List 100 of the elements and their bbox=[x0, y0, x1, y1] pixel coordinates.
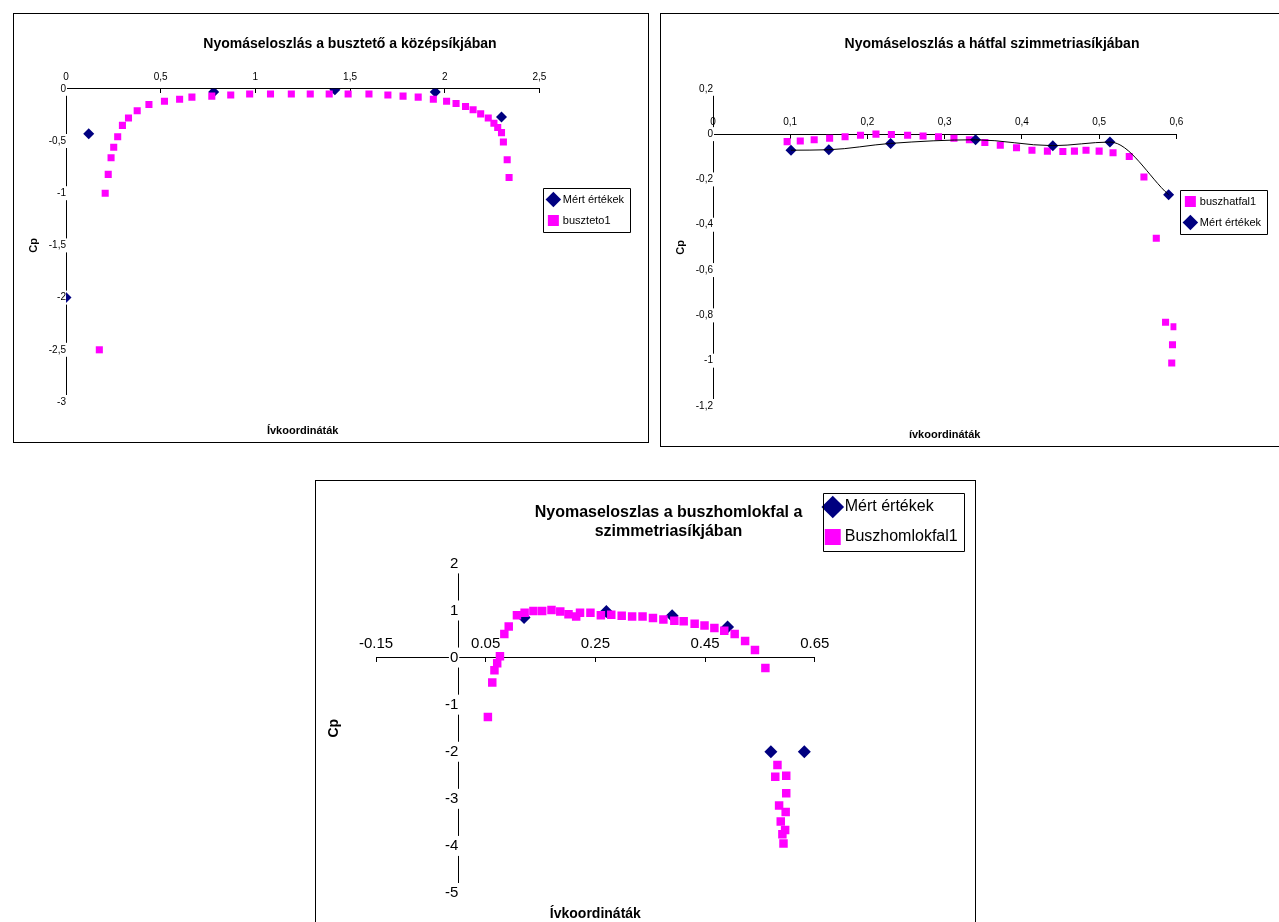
point bbox=[503, 156, 511, 164]
point bbox=[627, 612, 637, 621]
x-tick-label: -0.15 bbox=[358, 633, 394, 651]
point bbox=[700, 621, 709, 630]
y-tick-label: -0,5 bbox=[48, 134, 67, 146]
point bbox=[996, 141, 1004, 149]
point bbox=[564, 610, 573, 619]
point bbox=[781, 807, 790, 817]
y-tick-label: -1,5 bbox=[48, 239, 67, 251]
point bbox=[497, 129, 506, 137]
x-tick-label: 0,5 bbox=[1092, 115, 1107, 127]
x-axis-title: Ívkoordináták bbox=[549, 904, 642, 921]
y-tick-label: -4 bbox=[444, 836, 459, 854]
point bbox=[659, 615, 668, 624]
point bbox=[484, 114, 492, 122]
point bbox=[101, 189, 109, 197]
point bbox=[919, 132, 927, 140]
x-tick-label: 1 bbox=[252, 70, 259, 82]
legend-label: Mért értékek bbox=[844, 497, 935, 515]
point bbox=[452, 99, 460, 107]
point bbox=[429, 95, 437, 103]
point bbox=[872, 130, 880, 138]
x-tick-label: 2,5 bbox=[532, 70, 547, 82]
y-tick-label: -3 bbox=[444, 788, 459, 806]
point bbox=[505, 174, 513, 182]
y-tick-label: 0,2 bbox=[699, 82, 714, 94]
point bbox=[773, 760, 782, 770]
point bbox=[145, 100, 153, 108]
point bbox=[488, 678, 497, 687]
y-tick-label: -2 bbox=[444, 741, 459, 759]
point bbox=[133, 107, 141, 115]
y-tick-label: -1,2 bbox=[695, 399, 714, 411]
point bbox=[325, 90, 333, 98]
point bbox=[771, 772, 780, 781]
point bbox=[779, 839, 788, 848]
y-tick-label: 0 bbox=[449, 647, 459, 665]
legend-label: Buszhomlokfal1 bbox=[844, 527, 958, 545]
x-tick-label: 0.45 bbox=[690, 633, 720, 651]
y-tick-label: -0,2 bbox=[695, 173, 714, 185]
y-tick-label: -0,8 bbox=[695, 309, 714, 321]
point bbox=[1168, 341, 1177, 349]
point bbox=[429, 88, 441, 98]
point bbox=[607, 610, 616, 619]
point bbox=[1163, 189, 1175, 201]
point bbox=[1162, 318, 1170, 326]
point bbox=[499, 138, 507, 146]
point bbox=[266, 90, 275, 98]
point bbox=[1012, 144, 1021, 152]
point bbox=[95, 346, 103, 354]
x-tick-label: 0.65 bbox=[800, 633, 830, 651]
point bbox=[246, 90, 254, 98]
point bbox=[107, 154, 115, 162]
point bbox=[826, 134, 834, 142]
point bbox=[443, 97, 451, 105]
point bbox=[1082, 146, 1090, 154]
chart-title: Nyomaseloszlas a buszhomlokfal a szimmetriasíkjában bbox=[534, 503, 803, 540]
point bbox=[469, 106, 477, 114]
point bbox=[810, 136, 818, 144]
point bbox=[477, 110, 485, 118]
point bbox=[1109, 149, 1117, 157]
point bbox=[287, 90, 295, 98]
x-tick-label: 0.25 bbox=[580, 633, 610, 651]
point bbox=[176, 95, 184, 103]
point bbox=[110, 143, 118, 151]
point bbox=[764, 745, 778, 759]
chart-title: Nyomáseloszlás a busztető a középsíkjában bbox=[203, 35, 497, 52]
legend-label: buszteto1 bbox=[562, 213, 611, 226]
x-tick-label: 0,4 bbox=[1014, 115, 1030, 127]
y-tick-label: -1 bbox=[444, 694, 459, 712]
point bbox=[124, 114, 133, 122]
point bbox=[934, 133, 943, 141]
point bbox=[720, 626, 729, 635]
point bbox=[104, 170, 112, 178]
point bbox=[160, 97, 168, 105]
point bbox=[730, 629, 739, 639]
y-tick-label: 0 bbox=[60, 82, 67, 94]
legend-label: buszhatfal1 bbox=[1199, 194, 1257, 207]
x-axis-title: ívkoordináták bbox=[908, 427, 982, 440]
y-axis-title: Cp bbox=[27, 237, 40, 253]
point bbox=[500, 629, 509, 639]
y-tick-label: -1 bbox=[57, 186, 67, 198]
point bbox=[504, 622, 513, 631]
point bbox=[414, 93, 422, 101]
point bbox=[556, 607, 565, 616]
x-tick-label: 0,6 bbox=[1169, 115, 1184, 127]
point bbox=[344, 90, 352, 98]
y-tick-label: -1 bbox=[704, 354, 714, 366]
x-axis-title: Ívkoordináták bbox=[266, 423, 340, 436]
x-tick-label: 0.05 bbox=[471, 633, 501, 651]
point bbox=[638, 612, 647, 621]
point bbox=[1028, 146, 1036, 154]
legend-label: Mért értékek bbox=[1199, 215, 1262, 228]
point bbox=[1140, 173, 1148, 181]
y-axis-title: Cp bbox=[324, 718, 341, 738]
point bbox=[783, 138, 791, 146]
point bbox=[856, 131, 865, 139]
point bbox=[904, 131, 912, 139]
legend-label: Mért értékek bbox=[562, 192, 625, 205]
point bbox=[761, 663, 770, 673]
point bbox=[461, 103, 470, 111]
